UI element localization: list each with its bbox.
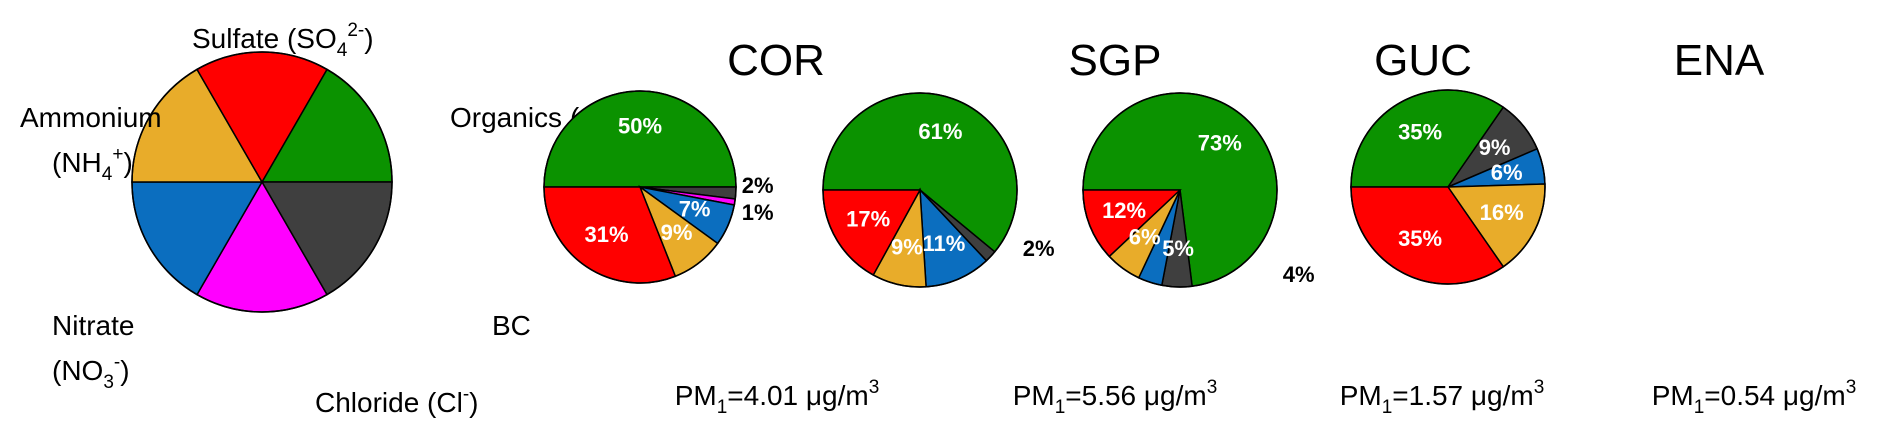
- pct-label-nitrate-no3: 7%: [679, 196, 711, 221]
- pct-label-nitrate-no3: 6%: [1491, 160, 1523, 185]
- pct-label-sulfate-so42: 12%: [1102, 198, 1146, 223]
- pct-label-bc: 2%: [1023, 236, 1055, 261]
- pct-label-nitrate-no3: 4%: [1283, 262, 1315, 287]
- pct-label-sulfate-so42: 31%: [584, 222, 628, 247]
- pct-label-ammonium-nh4: 16%: [1480, 200, 1524, 225]
- legend-outline: [131, 51, 393, 313]
- pct-label-ammonium-nh4: 9%: [891, 235, 923, 260]
- pct-label-bc: 2%: [742, 173, 774, 198]
- pie-chart-sgp: SGP 61% 2% 11%9%17% PM1=5.56 μg/m3: [822, 36, 1218, 418]
- pct-label-nitrate-no3: 11%: [922, 231, 965, 256]
- pie-outline: [543, 90, 737, 284]
- pie-outline: [1350, 89, 1546, 285]
- legend-label-ammonium-formula: (NH4+): [52, 144, 133, 185]
- pct-label-sulfate-so42: 17%: [846, 206, 890, 231]
- pct-label-organics-oa: 61%: [918, 119, 962, 144]
- pie-chart-guc: GUC 73%5%4%6%12% PM1=1.57 μg/m3: [1082, 36, 1545, 418]
- legend-label-bc: BC: [492, 310, 531, 341]
- pie-chart-ena: ENA 35% 9%6% 16% 35% PM1=0.54 μg/m3: [1350, 36, 1857, 418]
- pm1-label: PM1=4.01 μg/m3: [675, 377, 880, 418]
- pm1-label: PM1=0.54 μg/m3: [1652, 377, 1857, 418]
- pct-label-organics-oa: 50%: [618, 113, 662, 138]
- pct-label-ammonium-nh4: 6%: [1129, 225, 1161, 250]
- pct-label-bc: 5%: [1162, 236, 1194, 261]
- chart-title: GUC: [1374, 36, 1472, 85]
- pct-label-chloride-cl: 1%: [742, 200, 774, 225]
- legend-label-chloride: Chloride (Cl-): [315, 384, 478, 418]
- pct-label-organics-oa: 73%: [1198, 131, 1242, 156]
- pie-chart-cor: COR 50% 2%1% 7%9% 31% PM1=4.01 μg/m3: [543, 36, 880, 418]
- legend-pie: [131, 51, 393, 313]
- chart-title: COR: [727, 36, 825, 85]
- legend-label-ammonium-name: Ammonium: [20, 102, 162, 133]
- pct-label-ammonium-nh4: 9%: [661, 220, 693, 245]
- pie-outline: [822, 92, 1018, 288]
- legend-label-nitrate-formula: (NO3-): [52, 352, 130, 393]
- pm1-label: PM1=1.57 μg/m3: [1340, 377, 1545, 418]
- chart-title: ENA: [1674, 36, 1765, 85]
- pm1-label: PM1=5.56 μg/m3: [1013, 377, 1218, 418]
- pie-outline: [1082, 92, 1278, 288]
- pct-label-sulfate-so42: 35%: [1398, 226, 1442, 251]
- pct-label-bc: 9%: [1479, 135, 1511, 160]
- chart-title: SGP: [1069, 36, 1162, 85]
- pct-label-organics-oa: 35%: [1398, 120, 1442, 145]
- legend-label-nitrate-name: Nitrate: [52, 310, 134, 341]
